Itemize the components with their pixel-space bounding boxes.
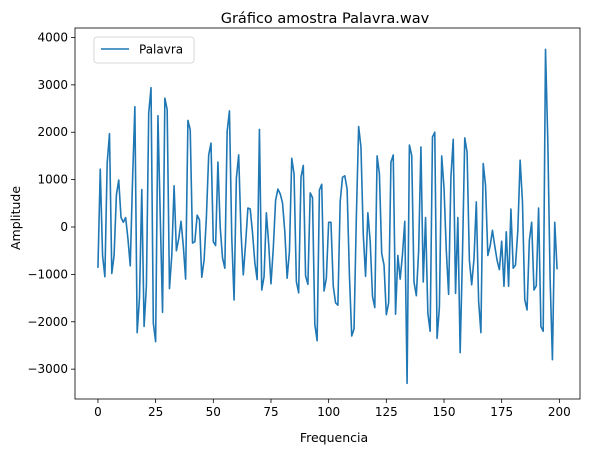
- legend: Palavra: [93, 36, 195, 64]
- x-tick-label: 125: [375, 405, 398, 419]
- y-tick-label: 4000: [37, 30, 68, 44]
- series-line-palavra: [97, 48, 558, 385]
- x-tick-label: 0: [94, 405, 102, 419]
- y-tick-label: 1000: [37, 173, 68, 187]
- x-tick-label: 75: [263, 405, 278, 419]
- y-tick-label: 3000: [37, 78, 68, 92]
- y-tick-label: −2000: [27, 315, 68, 329]
- x-tick-label: 50: [206, 405, 221, 419]
- y-tick-label: −3000: [27, 362, 68, 376]
- axes-frame: [74, 27, 581, 400]
- axis-ticks: 0 25 50 75 100 125 150 175 200 −3000 −2000 −1000 0 10…: [27, 30, 570, 419]
- x-axis-label: Frequencia: [300, 430, 368, 445]
- x-tick-label: 25: [148, 405, 163, 419]
- plot-area: [97, 48, 558, 385]
- legend-box: [93, 36, 195, 64]
- y-tick-label: 2000: [37, 125, 68, 139]
- y-tick-label: −1000: [27, 267, 68, 281]
- chart-title: Gráfico amostra Palavra.wav: [221, 11, 430, 27]
- y-axis-label: Amplitude: [8, 186, 23, 250]
- legend-label: Palavra: [139, 43, 183, 57]
- x-tick-label: 200: [548, 405, 571, 419]
- x-tick-label: 150: [433, 405, 456, 419]
- x-tick-label: 100: [317, 405, 340, 419]
- x-tick-label: 175: [490, 405, 513, 419]
- y-tick-label: 0: [60, 220, 68, 234]
